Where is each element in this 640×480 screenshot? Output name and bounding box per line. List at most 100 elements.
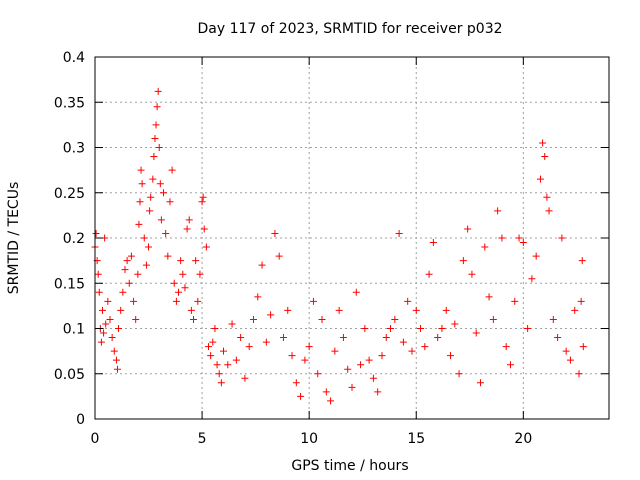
data-point [245,343,253,351]
y-axis-label: SRMTID / TECUs [6,182,22,295]
data-point [94,270,102,278]
y-tick-label: 0.3 [63,141,85,157]
data-point [459,257,467,265]
data-point [106,315,114,323]
data-point [318,315,326,323]
data-point [136,198,144,206]
data-point [92,229,100,237]
data-point [237,334,245,342]
data-point [391,315,399,323]
data-point [132,315,140,323]
data-point [369,374,377,382]
data-point [344,365,352,373]
data-point [215,370,223,378]
data-point [108,334,116,342]
data-point [183,225,191,233]
y-tick-label: 0.4 [63,50,85,66]
data-point [408,347,416,355]
data-point [100,329,108,337]
x-axis-label: GPS time / hours [291,458,408,474]
data-point [95,288,103,296]
data-point [211,325,219,332]
data-point [395,229,403,237]
x-tick-label: 10 [300,431,318,447]
data-point [217,379,225,387]
data-point [209,338,217,346]
data-point [566,356,574,364]
data-point [562,347,570,355]
data-point [213,361,221,369]
data-point [477,379,484,387]
data-point [149,175,157,183]
data-point [515,234,523,242]
y-tick-label: 0.2 [63,231,85,247]
data-point [194,297,202,305]
x-tick-label: 0 [91,431,100,447]
data-point [339,334,347,342]
data-point [357,361,365,369]
data-point [292,379,300,387]
data-point [140,234,148,242]
data-point [168,166,176,174]
data-point [177,257,185,265]
data-point [322,388,330,396]
data-point [511,297,519,305]
data-point [438,325,446,332]
data-point [207,352,215,360]
x-tick-label: 5 [198,431,207,447]
data-point [125,279,133,287]
data-point [112,356,120,364]
data-point [150,153,158,161]
data-point [468,270,476,278]
data-point [284,306,292,314]
data-point [361,325,369,332]
data-point [199,193,207,201]
data-point [258,261,266,269]
data-point [121,266,129,274]
data-point [506,361,514,369]
data-point [146,207,154,215]
data-point [98,306,106,314]
data-point [399,338,407,346]
y-tick-label: 0.15 [54,276,85,292]
data-point [577,297,585,305]
data-point [571,306,579,314]
data-point [127,252,135,260]
data-point [489,315,497,323]
data-point [113,365,121,373]
data-point [224,361,232,369]
data-point [421,343,429,351]
data-points [91,87,587,405]
data-point [297,392,305,400]
y-tick-label: 0.35 [54,95,85,111]
data-point [532,252,540,260]
data-point [494,207,502,215]
y-tick-label: 0.05 [54,367,85,383]
data-point [200,225,208,233]
data-point [348,383,356,391]
data-point [498,234,506,242]
data-point [524,325,532,332]
data-point [134,270,142,278]
data-point [331,347,339,355]
chart-title: Day 117 of 2023, SRMTID for receiver p03… [197,21,502,37]
data-point [179,270,187,278]
data-point [104,297,112,305]
data-point [387,325,395,332]
data-point [305,343,313,351]
data-point [451,320,459,328]
data-point [142,261,150,269]
data-point [147,193,155,201]
data-point [519,239,527,247]
data-point [170,279,178,287]
data-point [241,374,249,382]
data-point [220,347,227,355]
data-point [558,234,566,242]
data-point [485,293,493,301]
data-point [164,252,172,260]
data-point [205,343,213,351]
data-point [481,243,489,251]
data-point [417,325,425,332]
data-point [502,343,510,351]
